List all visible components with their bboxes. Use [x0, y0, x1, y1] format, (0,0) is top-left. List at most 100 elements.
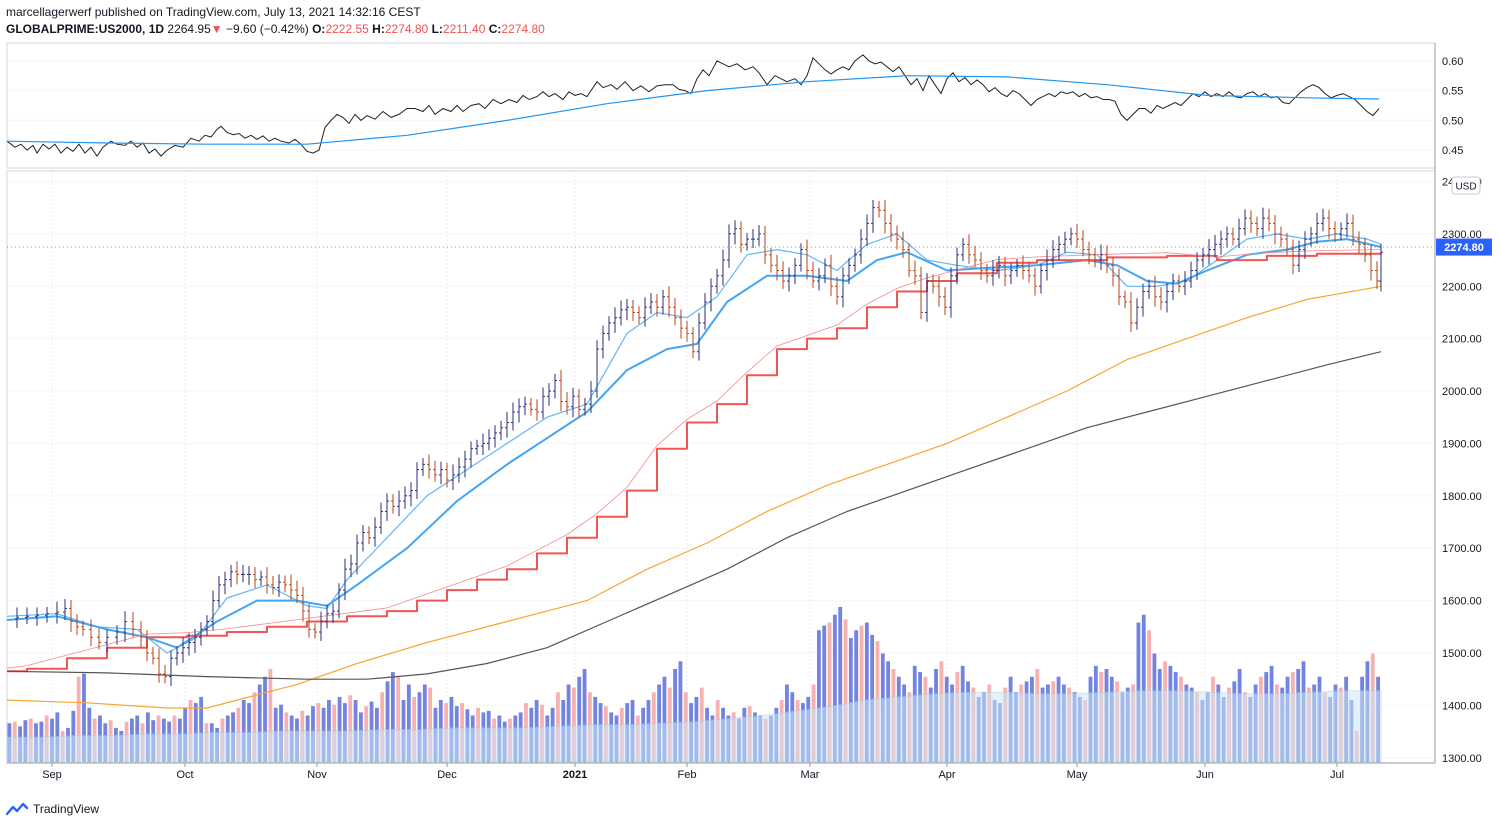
ohlc-bar: [1201, 248, 1205, 268]
volume-bar: [188, 700, 193, 762]
low-value: 2211.40: [442, 22, 486, 36]
ohlc-bar: [1093, 248, 1097, 268]
ohlc-bar: [319, 611, 323, 641]
ohlc-bar: [877, 200, 881, 218]
volume-bar: [380, 692, 385, 762]
ohlc-bar: [355, 534, 359, 575]
ohlc-bar: [331, 603, 335, 624]
ohlc-bar: [1315, 212, 1319, 244]
volume-bars: [6, 607, 1382, 763]
ohlc-bar: [1291, 239, 1295, 275]
price-tick-label: 1900.00: [1442, 438, 1482, 450]
volume-bar: [816, 630, 821, 762]
volume-bar: [406, 684, 411, 762]
volume-bar: [428, 687, 433, 762]
ohlc-bar: [427, 454, 431, 479]
ohlc-bar: [1033, 267, 1037, 296]
oscillator-ma-line: [6, 75, 1380, 145]
ohlc-bar: [1177, 274, 1181, 293]
ohlc-bar: [475, 439, 479, 455]
ohlc-bar: [81, 620, 85, 636]
ohlc-bar: [727, 224, 731, 268]
ohlc-bar: [1099, 244, 1103, 271]
ohlc-bar: [205, 615, 209, 636]
ohlc-bar: [45, 606, 49, 623]
ema-slow-line: [6, 238, 1382, 649]
open-value: 2222.55: [325, 22, 369, 36]
volume-bar: [678, 661, 683, 762]
ohlc-bar: [1357, 231, 1361, 254]
ohlc-bar: [123, 611, 127, 642]
ohlc-bar: [35, 607, 39, 626]
ohlc-bar: [685, 320, 689, 342]
ohlc-bar: [1165, 283, 1169, 313]
ohlc-bar: [1171, 273, 1175, 300]
ohlc-bar: [1279, 226, 1283, 248]
ohlc-bar: [325, 604, 329, 629]
ohlc-bar: [1303, 231, 1307, 260]
indicator-tick-label: 0.50: [1442, 115, 1463, 127]
ohlc-bar: [1255, 216, 1259, 236]
ohlc-bar: [55, 601, 59, 624]
volume-bar: [662, 676, 667, 762]
currency-badge[interactable]: USD: [1451, 176, 1481, 195]
high-label: H:: [372, 22, 385, 36]
ohlc-bar: [187, 633, 191, 656]
ohlc-bar: [217, 575, 221, 608]
ohlc-bar: [565, 392, 569, 415]
ohlc-bar: [793, 257, 797, 285]
ohlc-bar: [991, 260, 995, 286]
moving-averages: [6, 233, 1435, 709]
ohlc-bar: [259, 570, 263, 586]
ohlc-bar: [583, 397, 587, 416]
ohlc-bar: [349, 554, 353, 578]
last-price-marker: 2274.80: [1436, 238, 1492, 256]
ohlc-bar: [1243, 209, 1247, 236]
price-tick-label: 1700.00: [1442, 543, 1482, 555]
ohlc-bar: [193, 628, 197, 653]
ohlc-bar: [637, 306, 641, 324]
indicator-tick-label: 0.55: [1442, 86, 1463, 98]
ohlc-bar: [1111, 256, 1115, 287]
ohlc-bar: [1153, 275, 1157, 307]
ohlc-bar: [265, 567, 269, 594]
ohlc-bar: [223, 571, 227, 595]
ohlc-bar: [841, 267, 845, 308]
ohlc-bar: [871, 199, 875, 233]
ohlc-bar: [157, 648, 161, 683]
price-axis[interactable]: 2400.002300.002200.002100.002000.001900.…: [1442, 176, 1482, 764]
ohlc-bar: [373, 517, 377, 547]
ohlc-bar: [469, 441, 473, 468]
time-axis[interactable]: Sep Oct Nov Dec 2021 Feb Mar Apr May Jun Jul: [42, 763, 1344, 781]
ohlc-bar: [313, 623, 317, 639]
ohlc-bar: [703, 293, 707, 330]
ohlc-bar: [1009, 263, 1013, 285]
volume-bar: [848, 638, 853, 762]
ohlc-bar: [913, 260, 917, 285]
ohlc-bar: [949, 267, 953, 318]
ohlc-bar: [1309, 227, 1313, 247]
footer: TradingView: [6, 800, 99, 818]
ohlc-bar: [571, 387, 575, 418]
ohlc-bar: [823, 258, 827, 284]
ohlc-bar: [907, 243, 911, 277]
ohlc-bar: [631, 299, 635, 321]
volume-bar: [252, 692, 257, 762]
ohlc-bar: [439, 461, 443, 485]
ohlc-bar: [865, 214, 869, 246]
ohlc-bar: [463, 450, 467, 478]
ohlc-bar: [15, 607, 19, 628]
ohlc-bar: [559, 370, 563, 412]
volume-bar: [566, 684, 571, 762]
ohlc-bar: [247, 566, 251, 585]
volume-bar: [870, 634, 875, 762]
ohlc-bar: [757, 224, 761, 246]
trailing-stop-ma-line: [6, 249, 1382, 669]
ohlc-bar: [1345, 213, 1349, 238]
ohlc-bar: [89, 619, 93, 647]
ohlc-bar: [1087, 241, 1091, 265]
ohlc-bar: [895, 225, 899, 250]
indicator-panel[interactable]: [6, 42, 1436, 169]
ohlc-bar: [505, 411, 509, 438]
